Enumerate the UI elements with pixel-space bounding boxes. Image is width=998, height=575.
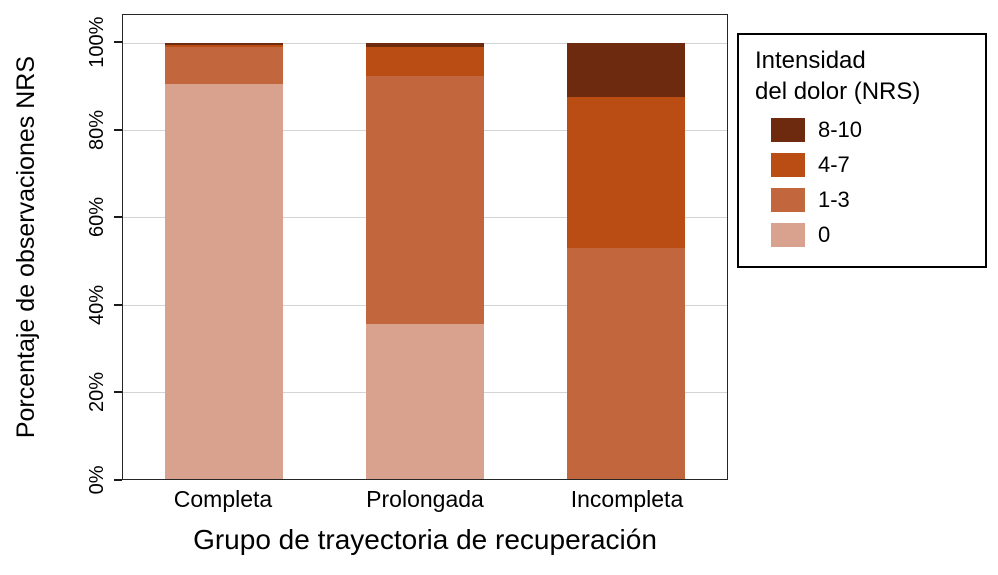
legend-items: 8-10 4-7 1-3 0 — [755, 117, 973, 248]
bar-segment-0 — [164, 84, 283, 479]
y-axis-title: Porcentaje de observaciones NRS — [6, 14, 46, 480]
x-axis-label-prolongada: Prolongada — [366, 486, 484, 512]
bar-segment-1-3 — [365, 75, 484, 325]
x-axis-label-incompleta: Incompleta — [570, 486, 684, 512]
bar-completa — [164, 42, 283, 479]
x-axis-label-completa: Completa — [173, 486, 273, 512]
bar-segment-8-10 — [567, 42, 686, 98]
plot-area — [122, 14, 728, 480]
legend-item-4-7: 4-7 — [771, 152, 973, 178]
legend: Intensidad del dolor (NRS) 8-10 4-7 1-3 0 — [737, 33, 987, 269]
legend-item-8-10: 8-10 — [771, 117, 973, 143]
y-tick-label: 20% — [86, 372, 109, 412]
bar-segment-4-7 — [567, 97, 686, 248]
legend-label-1-3: 1-3 — [818, 187, 850, 213]
legend-label-0: 0 — [818, 222, 831, 248]
y-tick-label: 60% — [86, 197, 109, 237]
bars — [123, 42, 727, 479]
y-tick-label-text: 60% — [86, 197, 108, 238]
y-tick-label: 0% — [86, 466, 109, 495]
y-tick-label-text: 100% — [86, 16, 108, 68]
y-tick-mark — [114, 479, 122, 481]
y-tick-label: 100% — [86, 16, 109, 67]
y-tick-mark — [114, 40, 122, 43]
legend-swatch-8-10 — [771, 118, 805, 143]
bar-segment-8-10 — [365, 42, 484, 48]
bar-segment-1-3 — [164, 47, 283, 85]
x-axis-title: Grupo de trayectoria de recuperación — [193, 524, 657, 555]
bar-segment-8-10 — [164, 42, 283, 46]
y-tick-label-text: 20% — [86, 372, 108, 413]
y-tick-label: 80% — [86, 110, 109, 150]
legend-title: Intensidad del dolor (NRS) — [755, 47, 921, 106]
legend-item-0: 0 — [771, 222, 973, 248]
x-axis-labels: Completa Prolongada Incompleta — [122, 486, 728, 513]
legend-swatch-4-7 — [771, 153, 805, 178]
legend-swatch-0 — [771, 223, 805, 248]
bar-segment-4-7 — [164, 45, 283, 48]
legend-label-8-10: 8-10 — [818, 117, 863, 143]
bar-segment-4-7 — [365, 47, 484, 76]
y-tick-mark — [114, 128, 122, 131]
y-tick-label-text: 40% — [86, 284, 108, 325]
bar-segment-1-3 — [567, 247, 686, 479]
legend-item-1-3: 1-3 — [771, 187, 973, 213]
bar-segment-0 — [365, 324, 484, 479]
y-tick-mark — [114, 303, 122, 306]
y-tick-mark — [114, 216, 122, 219]
legend-label-4-7: 4-7 — [818, 152, 850, 178]
y-axis-title-text: Porcentaje de observaciones NRS — [11, 55, 40, 439]
bar-incompleta — [567, 42, 686, 479]
y-axis-ticks: 0% 20% 40% 60% 80% 100% — [74, 14, 122, 494]
y-tick-label-text: 80% — [86, 109, 108, 150]
bar-prolongada — [365, 42, 484, 479]
y-tick-label: 40% — [86, 285, 109, 325]
y-tick-label-text: 0% — [86, 465, 108, 495]
y-tick-mark — [114, 391, 122, 394]
legend-swatch-1-3 — [771, 188, 805, 213]
